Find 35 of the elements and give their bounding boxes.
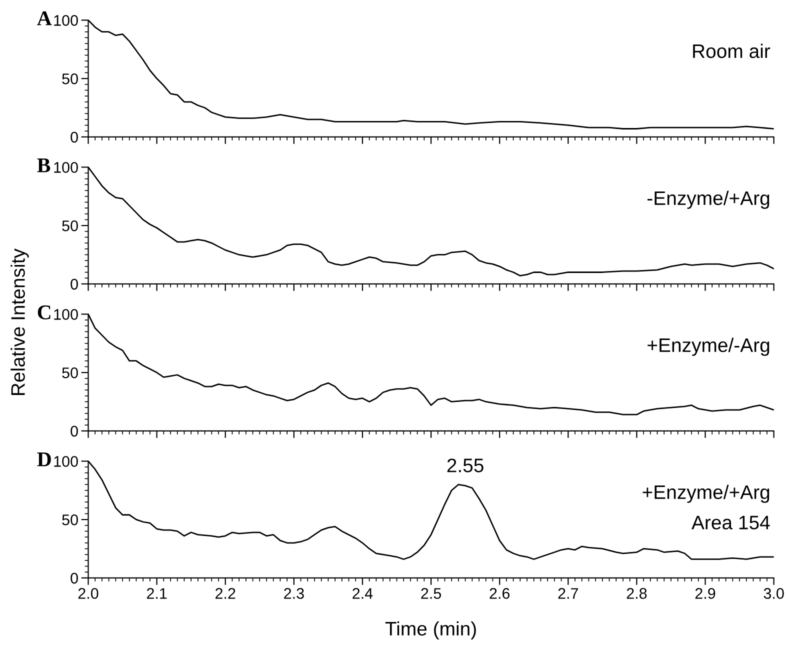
x-tick-label: 2.1 — [146, 588, 167, 599]
x-tick-label: 2.0 — [78, 588, 98, 599]
x-tick-label: 2.4 — [352, 588, 373, 599]
x-tick-label: 2.8 — [626, 588, 647, 599]
annotation: -Enzyme/+Arg — [648, 190, 770, 209]
x-tick-label: 2.5 — [421, 588, 442, 599]
y-tick-label: 100 — [54, 15, 78, 26]
y-tick-label: 50 — [62, 514, 78, 526]
x-tick-label: 2.7 — [558, 588, 578, 599]
y-tick-label: 0 — [70, 572, 78, 584]
annotation: +Enzyme/-Arg — [648, 338, 770, 356]
y-tick-label: 50 — [62, 73, 78, 84]
y-axis-title: Relative Intensity — [10, 248, 29, 395]
chart-title: B — [37, 158, 50, 172]
y-tick-label: 50 — [62, 367, 78, 378]
chart-title: A — [37, 11, 52, 26]
x-tick-label: 2.9 — [695, 588, 716, 599]
y-tick-label: 0 — [70, 132, 78, 143]
y-tick-label: 100 — [54, 456, 78, 467]
y-tick-label: 0 — [70, 426, 78, 437]
y-tick-label: 100 — [54, 162, 78, 173]
y-tick-label: 100 — [54, 309, 78, 320]
annotation: Room air — [693, 44, 770, 58]
chart-title: C — [38, 305, 50, 320]
annotation: Area 154 — [692, 516, 770, 530]
x-tick-label: 2.2 — [216, 588, 236, 599]
y-tick-label: 50 — [62, 220, 78, 232]
annotation: +Enzyme/+Arg — [642, 484, 770, 503]
chart-title: D — [37, 452, 51, 466]
x-tick-label: 3.0 — [764, 588, 784, 599]
x-tick-label: 2.6 — [490, 588, 510, 599]
y-tick-label: 0 — [70, 278, 78, 290]
x-axis-title: Time (min) — [385, 621, 476, 640]
annotation: 2.55 — [447, 458, 484, 472]
x-tick-label: 2.3 — [284, 588, 304, 599]
